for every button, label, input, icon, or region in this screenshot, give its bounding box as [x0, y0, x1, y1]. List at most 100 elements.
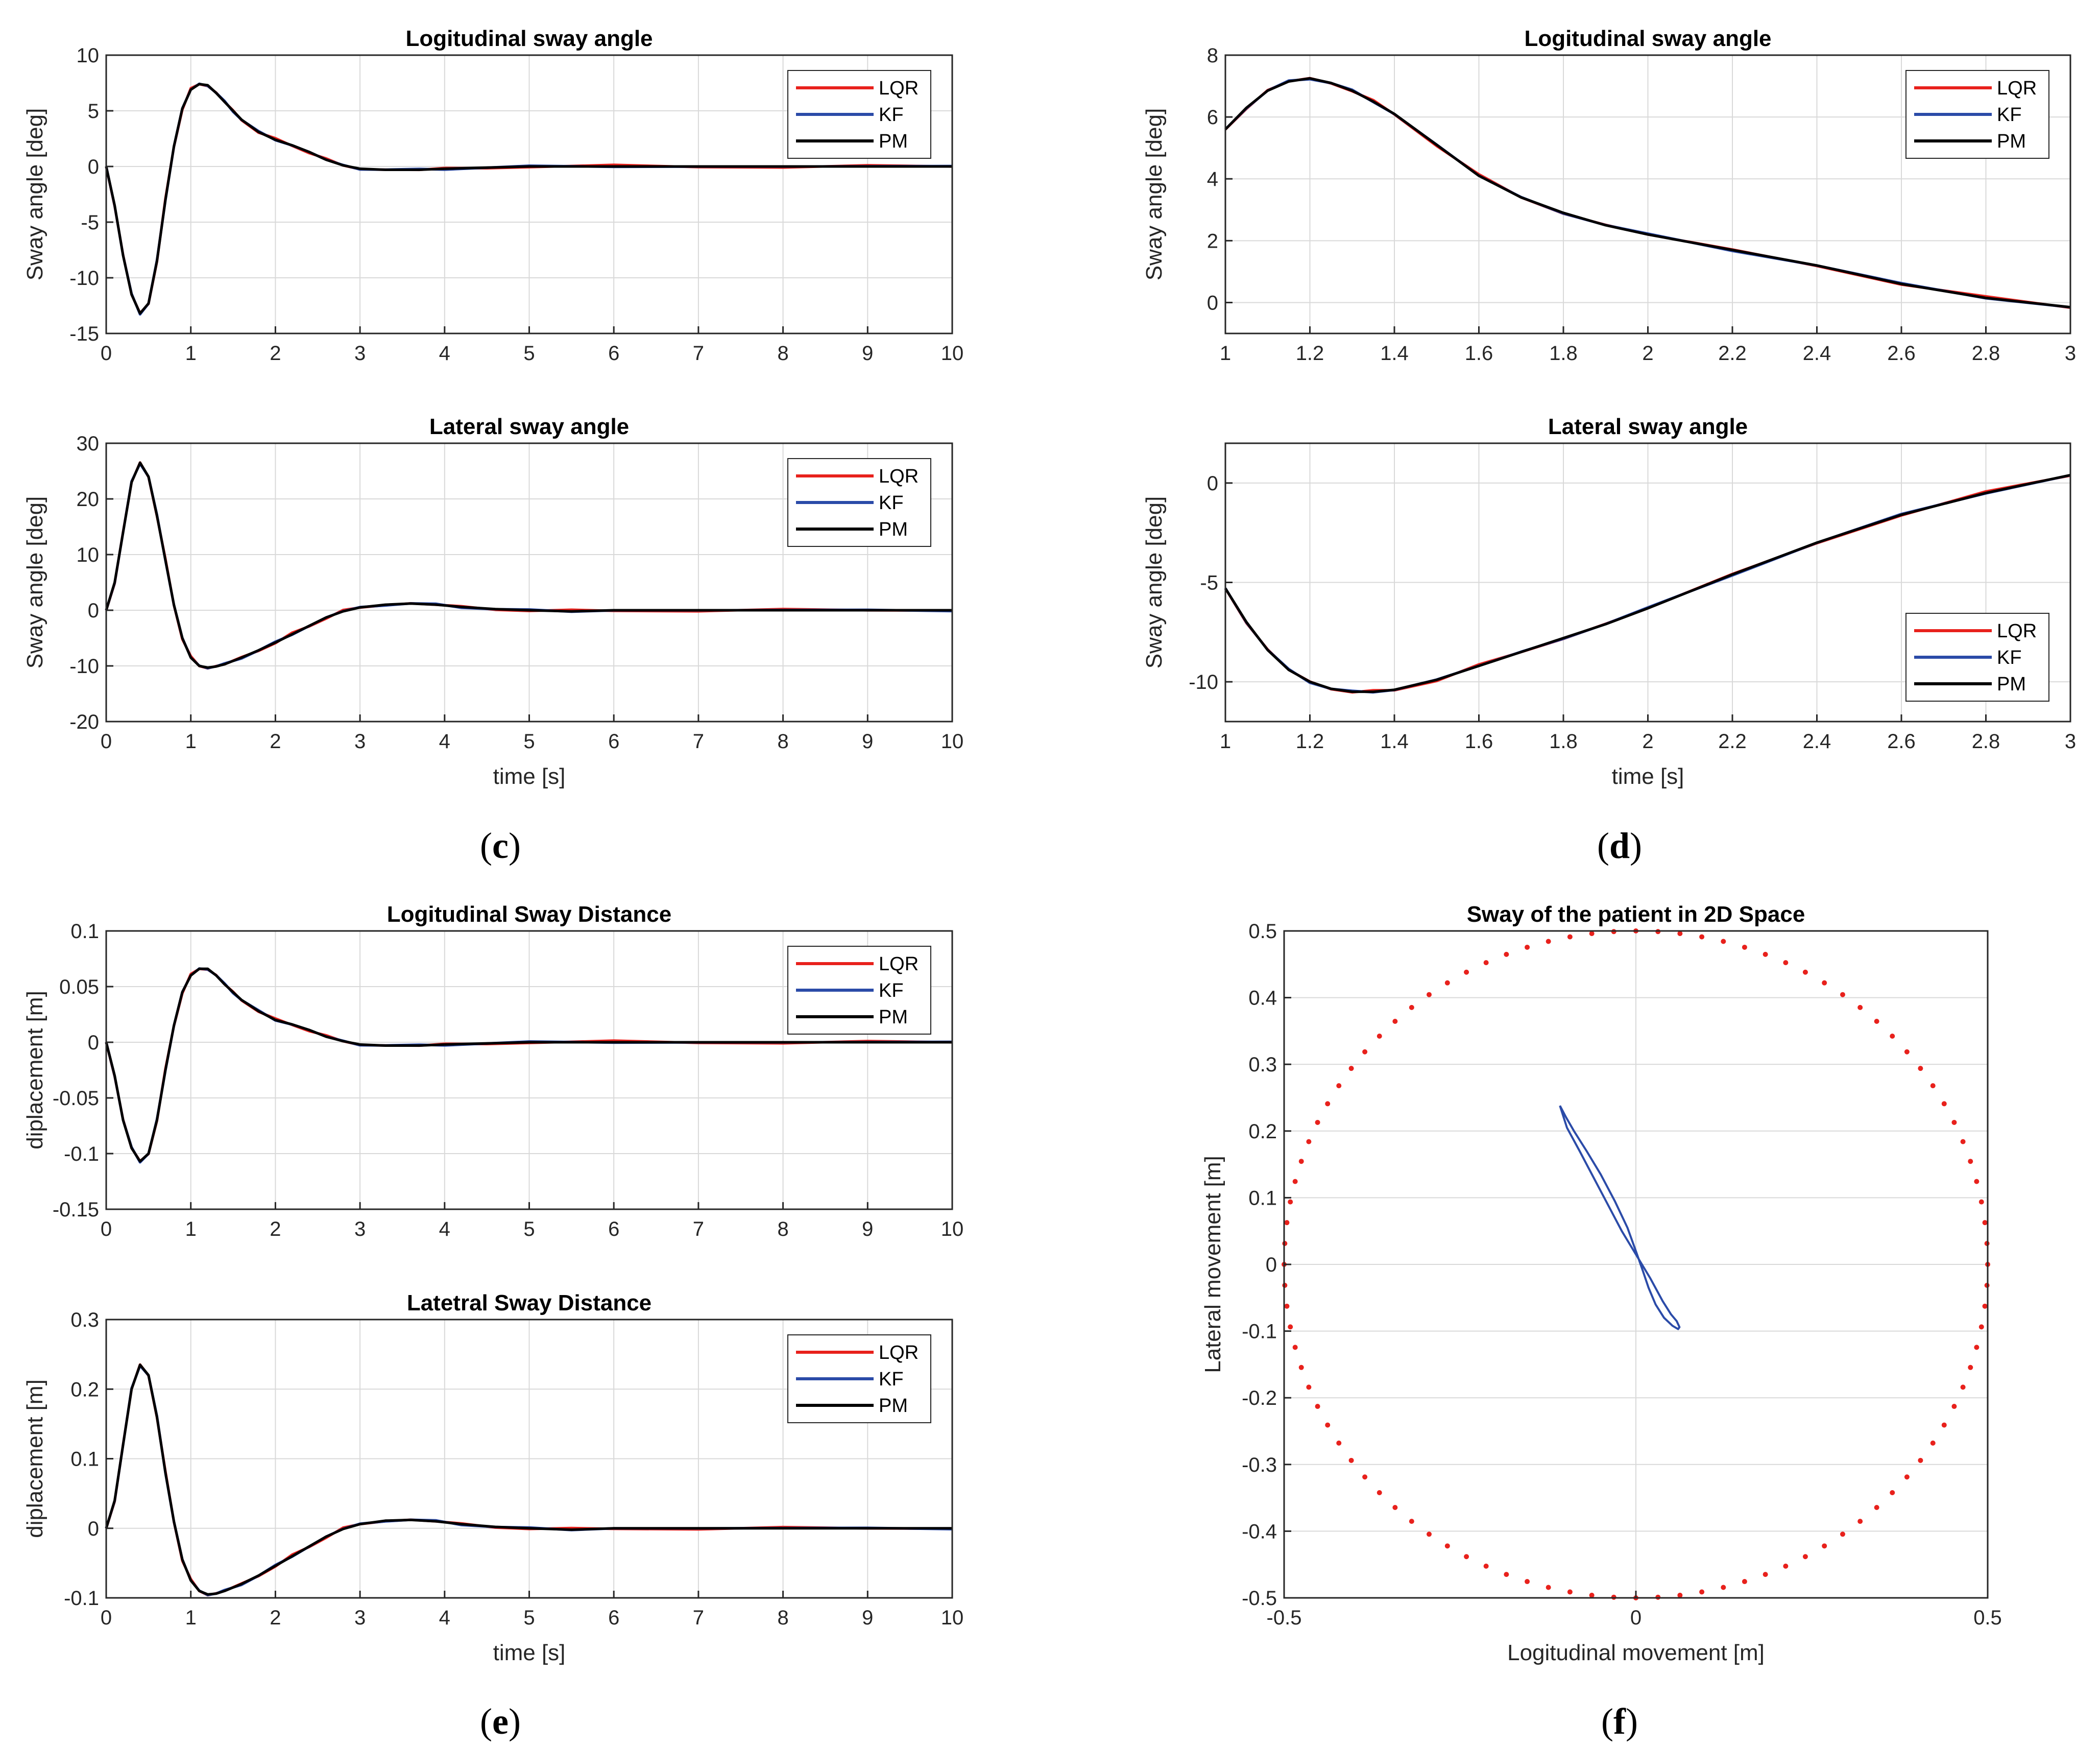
y-axis-label: Lateral movement [m] [1200, 1156, 1225, 1373]
y-tick-label: 0.2 [1248, 1120, 1277, 1143]
x-tick-label: 2.4 [1803, 730, 1831, 753]
boundary-point [1589, 931, 1595, 937]
boundary-point [1904, 1049, 1910, 1055]
y-tick-label: 10 [77, 544, 100, 566]
legend-label-lqr: LQR [879, 1342, 919, 1363]
caption-f: (f) [1601, 1701, 1638, 1742]
series-line-pm [1224, 77, 2071, 308]
legend-label-kf: KF [1997, 104, 2022, 126]
x-tick-label: 7 [693, 1607, 704, 1629]
y-tick-label: 0 [1207, 472, 1218, 495]
boundary-point [1325, 1422, 1331, 1428]
y-tick-label: 0.1 [1248, 1187, 1277, 1209]
boundary-point [1918, 1457, 1923, 1463]
x-tick-label: 9 [862, 1607, 873, 1629]
boundary-point [1315, 1404, 1320, 1409]
x-tick-label: 9 [862, 342, 873, 365]
legend: LQR KF PM [787, 946, 931, 1035]
boundary-point [1822, 1543, 1827, 1549]
boundary-point [1288, 1324, 1293, 1330]
boundary-point [1742, 944, 1747, 950]
x-tick-label: 2.2 [1718, 342, 1747, 365]
x-tick-label: 3 [354, 1607, 366, 1629]
boundary-point [1483, 1563, 1489, 1569]
x-tick-label: 1 [185, 730, 197, 753]
chart-c2: 0 1 2 3 4 5 6 7 8 9 10 -20 -10 0 10 20 30 Lateral sway an… [22, 414, 963, 789]
chart-title: Logitudinal sway angle [405, 26, 653, 51]
y-tick-label: 4 [1207, 168, 1218, 190]
boundary-point [1483, 960, 1489, 966]
x-tick-label: 2.8 [1972, 730, 2000, 753]
y-tick-label: 30 [77, 433, 100, 455]
legend-label-pm: PM [879, 1395, 908, 1417]
boundary-point [1427, 1531, 1432, 1537]
boundary-point [1968, 1364, 1973, 1370]
caption-d: (d) [1597, 825, 1642, 866]
y-tick-label: -0.15 [53, 1199, 99, 1221]
x-tick-label: 2.6 [1887, 730, 1916, 753]
x-tick-label: 6 [608, 1218, 619, 1240]
legend-label-pm: PM [879, 1007, 908, 1028]
legend-label-kf: KF [1997, 647, 2022, 668]
y-tick-label: -0.05 [53, 1087, 99, 1110]
x-tick-label: 4 [439, 730, 450, 753]
x-tick-label: 3 [2065, 342, 2076, 365]
x-tick-label: 1.4 [1380, 730, 1409, 753]
boundary-point [1306, 1384, 1312, 1390]
y-tick-label: 5 [88, 100, 99, 123]
y-tick-label: 0.5 [1248, 920, 1277, 943]
legend-label-lqr: LQR [1997, 620, 2037, 642]
series-line-pm [105, 1363, 952, 1596]
y-tick-label: -5 [1200, 572, 1218, 594]
x-tick-label: 2.8 [1972, 342, 2000, 365]
y-tick-label: 0 [88, 1032, 99, 1054]
x-tick-label: 0 [101, 342, 112, 365]
y-tick-label: 8 [1207, 44, 1218, 67]
boundary-point [1444, 1543, 1450, 1549]
legend-label-kf: KF [879, 980, 904, 1001]
boundary-point [1960, 1139, 1966, 1144]
y-axis-label: diplacement [m] [22, 991, 47, 1150]
boundary-point [1284, 1220, 1290, 1226]
legend-label-lqr: LQR [1997, 78, 2037, 99]
x-tick-label: 4 [439, 342, 450, 365]
boundary-point [1763, 1572, 1768, 1577]
x-tick-label: 7 [693, 730, 704, 753]
boundary-point [1525, 944, 1530, 950]
x-axis-label: time [s] [1612, 764, 1684, 789]
x-tick-label: 5 [523, 1218, 535, 1240]
x-tick-label: 1 [185, 1607, 197, 1629]
x-tick-label: 8 [777, 1218, 788, 1240]
chart-e1: 0 1 2 3 4 5 6 7 8 9 10 -0.15 -0.1 -0.05 0 0.05 0.1 Logitu… [22, 902, 963, 1240]
x-tick-label: 0 [101, 730, 112, 753]
legend: LQR KF PM [787, 458, 931, 547]
y-tick-label: 10 [77, 44, 100, 67]
boundary-point [1918, 1066, 1923, 1071]
boundary-point [1951, 1404, 1957, 1409]
y-tick-label: 0.2 [70, 1378, 99, 1401]
boundary-point [1968, 1159, 1973, 1164]
legend-label-lqr: LQR [879, 78, 919, 99]
series-line-pm [105, 967, 952, 1163]
x-tick-label: 2.6 [1887, 342, 1916, 365]
boundary-point [1292, 1179, 1298, 1184]
y-tick-label: -0.1 [64, 1587, 99, 1610]
legend-label-lqr: LQR [879, 953, 919, 975]
boundary-point [1874, 1018, 1879, 1024]
x-tick-label: 0 [101, 1218, 112, 1240]
y-tick-label: -10 [69, 267, 99, 290]
boundary-point [1377, 1490, 1382, 1496]
y-tick-label: 0 [1266, 1254, 1277, 1276]
boundary-point [1974, 1179, 1980, 1184]
boundary-point [1960, 1384, 1966, 1390]
x-tick-label: 2 [270, 1607, 281, 1629]
x-tick-label: 5 [523, 342, 535, 365]
boundary-point [1974, 1345, 1980, 1350]
legend-label-kf: KF [879, 104, 904, 126]
boundary-point [1392, 1505, 1398, 1511]
x-tick-label: 6 [608, 1607, 619, 1629]
boundary-point [1930, 1440, 1936, 1446]
boundary-point [1874, 1505, 1879, 1511]
x-tick-label: 7 [693, 342, 704, 365]
series-line-pm [105, 461, 952, 669]
